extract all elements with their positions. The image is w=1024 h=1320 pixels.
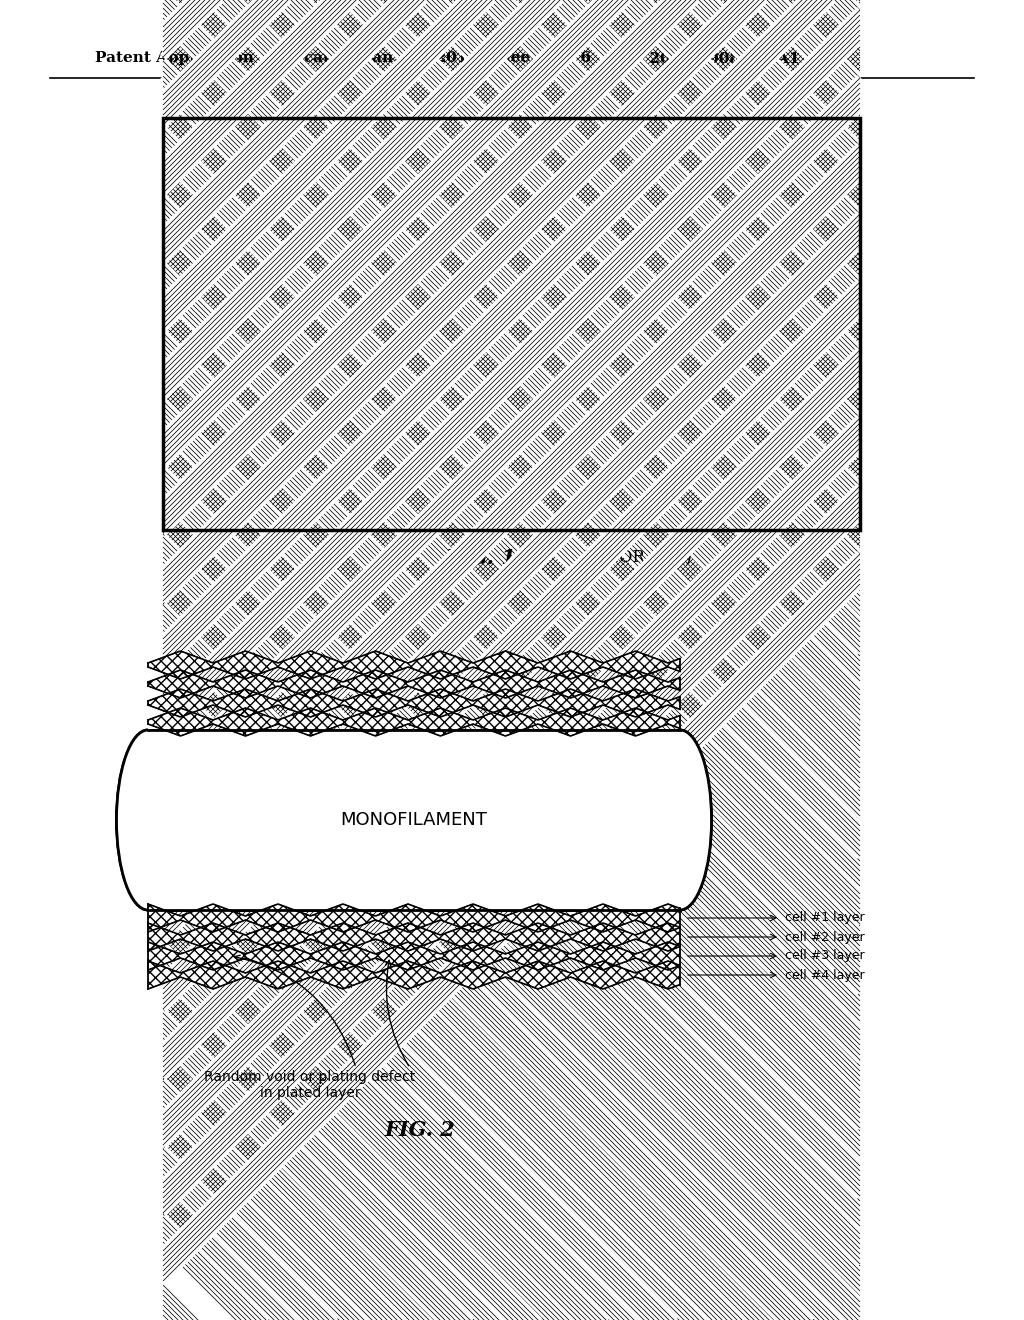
Polygon shape	[148, 961, 680, 989]
Text: MONOFILAMENT: MONOFILAMENT	[341, 810, 487, 829]
Polygon shape	[148, 904, 680, 932]
Polygon shape	[148, 689, 680, 717]
Text: cell #1 layer: cell #1 layer	[785, 912, 864, 924]
Polygon shape	[148, 923, 680, 950]
Ellipse shape	[117, 730, 179, 909]
Text: cell #4 layer: cell #4 layer	[785, 969, 864, 982]
Text: Random void or plating defect
in plated layer: Random void or plating defect in plated …	[205, 1071, 416, 1100]
Polygon shape	[148, 651, 680, 678]
Bar	[163, 117, 860, 531]
Text: US 2013/0008708 A1: US 2013/0008708 A1	[620, 51, 800, 65]
Ellipse shape	[648, 730, 712, 909]
Text: MONOFILAMENT: MONOFILAMENT	[341, 810, 487, 829]
Bar	[148, 730, 680, 909]
Text: Jan. 10, 2013  Sheet 1 of 6: Jan. 10, 2013 Sheet 1 of 6	[365, 51, 591, 65]
Ellipse shape	[117, 730, 179, 909]
Polygon shape	[148, 942, 680, 970]
Ellipse shape	[648, 730, 712, 909]
Text: cell #3 layer: cell #3 layer	[785, 949, 864, 962]
Text: Patent Application Publication: Patent Application Publication	[95, 51, 357, 65]
Bar	[148, 730, 680, 909]
Text: FIG. 2: FIG. 2	[385, 1119, 456, 1140]
Text: FIG. 1: FIG. 1	[445, 548, 516, 568]
Polygon shape	[148, 671, 680, 698]
Polygon shape	[148, 708, 680, 737]
Text: cell #2 layer: cell #2 layer	[785, 931, 864, 944]
Bar	[163, 117, 860, 531]
Text: (PRIOR ART): (PRIOR ART)	[582, 549, 692, 566]
